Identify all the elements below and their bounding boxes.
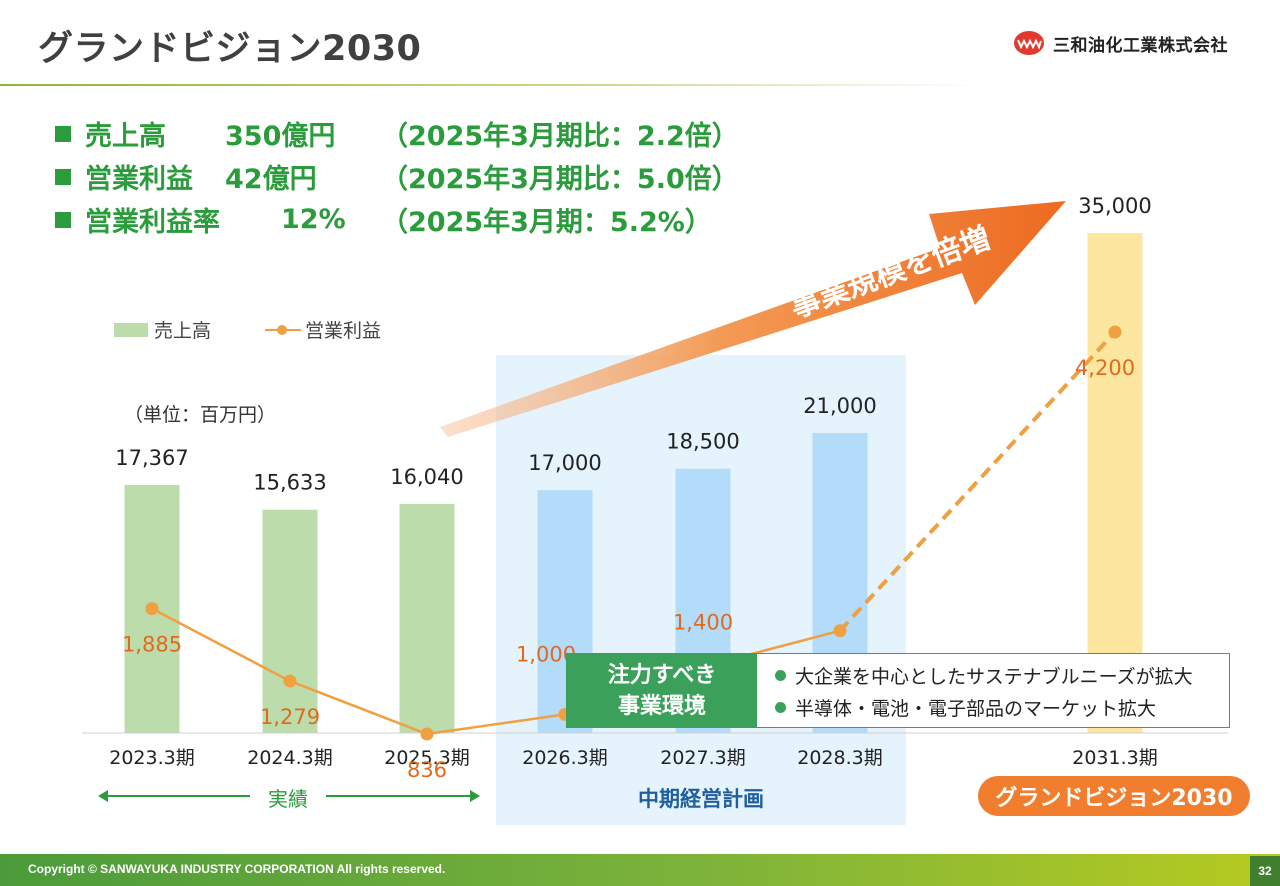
business-environment-callout: 注力すべき 事業環境 大企業を中心としたサステナブルニーズが拡大 半導体・電池・… xyxy=(566,653,1230,728)
kpi-value: 350億円 xyxy=(225,121,336,152)
profit-data-label: 1,885 xyxy=(122,633,182,657)
page-title: グランドビジョン2030 xyxy=(38,29,422,69)
profit-data-label: 1,279 xyxy=(260,705,320,729)
legend-swatch-profit xyxy=(265,323,302,337)
unit-label: （単位：百万円） xyxy=(124,404,277,426)
revenue-bar xyxy=(399,503,455,733)
bullet-square-icon xyxy=(55,125,71,142)
revenue-data-label: 15,633 xyxy=(253,471,326,495)
bullet-square-icon xyxy=(55,168,71,185)
callout-item-text: 大企業を中心としたサステナブルニーズが拡大 xyxy=(795,665,1193,688)
kpi-note: （2025年3月期比：5.0倍） xyxy=(381,164,739,195)
kpi-label: 営業利益 xyxy=(85,164,193,195)
grand-vision-badge: グランドビジョン2030 xyxy=(978,776,1250,816)
footer-copyright: Copyright © SANWAYUKA INDUSTRY CORPORATI… xyxy=(28,862,446,876)
legend-swatch-revenue xyxy=(114,322,148,337)
x-tick-label: 2027.3期 xyxy=(660,747,745,769)
profit-data-label: 4,200 xyxy=(1075,356,1135,380)
x-tick-label: 2031.3期 xyxy=(1072,747,1157,769)
header-divider xyxy=(0,84,980,86)
profit-point xyxy=(145,602,159,616)
revenue-data-label: 18,500 xyxy=(666,430,739,454)
callout-title-line1: 注力すべき xyxy=(607,662,717,688)
company-logo: 三和油化工業株式会社 xyxy=(1013,30,1228,56)
kpi-revenue: 売上高 350億円 （2025年3月期比：2.2倍） xyxy=(55,114,739,153)
revenue-data-label: 16,040 xyxy=(390,465,463,489)
x-tick-label: 2023.3期 xyxy=(109,747,194,769)
callout-item-text: 半導体・電池・電子部品のマーケット拡大 xyxy=(795,697,1157,720)
x-tick-label: 2028.3期 xyxy=(797,747,882,769)
bullet-dot-icon xyxy=(775,669,786,681)
revenue-bar xyxy=(262,509,318,733)
wave-logo-icon xyxy=(1014,31,1044,55)
kpi-value: 12% xyxy=(281,204,346,235)
bullet-dot-icon xyxy=(775,701,786,713)
revenue-bar xyxy=(1087,233,1143,733)
page-number: 32 xyxy=(1250,856,1280,886)
list-item: 大企業を中心としたサステナブルニーズが拡大 xyxy=(775,659,1193,691)
profit-point xyxy=(420,727,434,741)
revenue-data-label: 21,000 xyxy=(803,394,876,418)
kpi-note: （2025年3月期比：2.2倍） xyxy=(381,121,739,152)
profit-line-projection xyxy=(838,330,1117,633)
revenue-data-label: 17,367 xyxy=(115,446,188,470)
chart-legend: 売上高 営業利益 xyxy=(114,316,381,343)
legend-label-profit: 営業利益 xyxy=(305,320,382,342)
x-tick-label: 2026.3期 xyxy=(522,747,607,769)
profit-data-label: 1,400 xyxy=(673,611,733,635)
profit-point xyxy=(1108,325,1122,339)
company-name: 三和油化工業株式会社 xyxy=(1053,35,1228,56)
x-tick-label: 2025.3期 xyxy=(384,747,469,769)
kpi-label: 営業利益率 xyxy=(85,207,220,238)
profit-data-label: 836 xyxy=(407,758,447,782)
actual-period-label: 実績 xyxy=(268,787,308,811)
kpi-operating-profit: 営業利益 42億円 （2025年3月期比：5.0倍） xyxy=(55,157,739,196)
revenue-data-label: 17,000 xyxy=(528,451,601,475)
footer-bar xyxy=(0,854,1280,886)
x-tick-label: 2024.3期 xyxy=(247,747,332,769)
kpi-label: 売上高 xyxy=(85,121,166,152)
profit-point xyxy=(283,674,297,688)
actual-period-arrow xyxy=(98,790,480,802)
callout-title-line2: 事業環境 xyxy=(617,693,706,719)
revenue-data-label: 35,000 xyxy=(1078,194,1151,218)
profit-point xyxy=(833,624,847,638)
bullet-square-icon xyxy=(55,211,71,228)
kpi-value: 42億円 xyxy=(225,164,317,195)
legend-label-revenue: 売上高 xyxy=(154,320,212,342)
callout-title: 注力すべき 事業環境 xyxy=(567,654,757,727)
callout-list: 大企業を中心としたサステナブルニーズが拡大 半導体・電池・電子部品のマーケット拡… xyxy=(757,654,1193,727)
list-item: 半導体・電池・電子部品のマーケット拡大 xyxy=(775,691,1193,723)
mid-term-plan-label: 中期経営計画 xyxy=(638,787,764,811)
